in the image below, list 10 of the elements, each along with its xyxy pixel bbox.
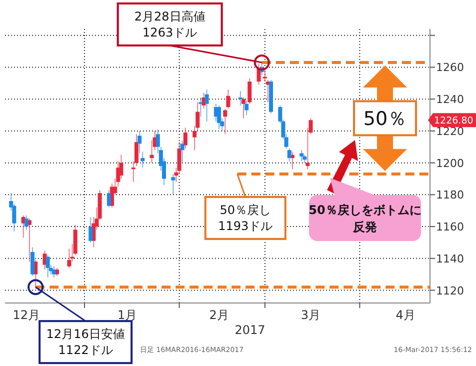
annotation: 50％戻し 1193ドル [218, 202, 273, 233]
annotation: 2月28日高値 1263ドル [134, 9, 206, 40]
annotation: 50％ [353, 65, 417, 171]
annotation: 12月16日安値 1122ドル [46, 327, 125, 358]
annotation: 50％戻しをボトムに反発 [308, 178, 422, 241]
xlabel: 2017 [234, 323, 266, 337]
annotation: 50％戻し 1193ドル [204, 174, 286, 240]
annotation: 1226.80 [428, 113, 476, 128]
annotation: 50％戻しをボトムに反発 [308, 203, 422, 234]
annotation: 50％ [363, 108, 407, 130]
